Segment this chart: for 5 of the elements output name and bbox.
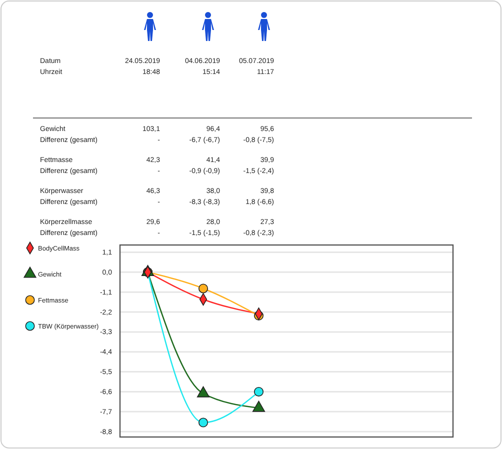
- point: [198, 418, 208, 428]
- point: [196, 386, 210, 398]
- point: [252, 400, 266, 412]
- point: [254, 386, 264, 396]
- point: [198, 284, 208, 294]
